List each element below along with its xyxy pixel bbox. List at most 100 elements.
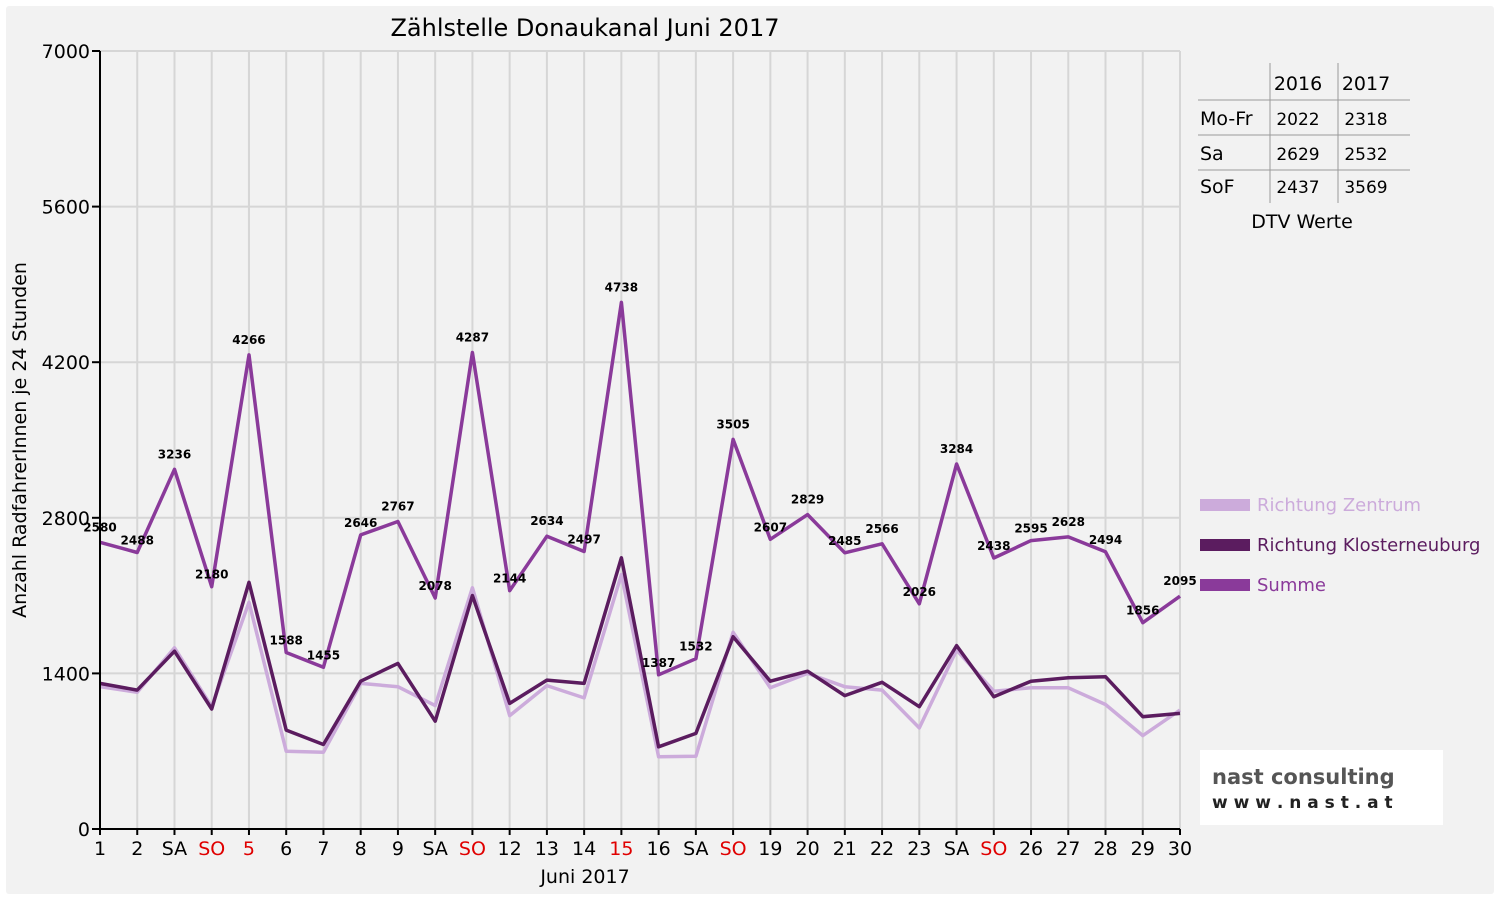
y-tick-label: 5600 xyxy=(42,197,90,219)
data-label: 2646 xyxy=(344,516,377,530)
data-label: 2026 xyxy=(903,585,936,599)
x-tick-label: SO xyxy=(720,838,747,860)
x-tick-label: 6 xyxy=(280,838,292,860)
data-label: 4287 xyxy=(456,331,489,345)
x-tick-label: 7 xyxy=(317,838,329,860)
y-tick-label: 4200 xyxy=(42,352,90,374)
series-line-summe xyxy=(99,300,1182,677)
x-tick-label: 15 xyxy=(609,838,633,860)
x-tick-label: 22 xyxy=(870,838,894,860)
legend-swatch-klosterneuburg xyxy=(1200,539,1250,551)
dtv-cell: 3569 xyxy=(1344,178,1387,198)
data-label: 1588 xyxy=(270,634,303,648)
dtv-row-label: Sa xyxy=(1200,143,1224,165)
logo-wordmark: nast consulting xyxy=(1212,765,1395,789)
x-tick-label: SA xyxy=(162,838,187,860)
x-tick-label: 23 xyxy=(907,838,931,860)
data-label: 2078 xyxy=(418,579,451,593)
dtv-header-2016: 2016 xyxy=(1274,73,1322,95)
x-tick-label: 16 xyxy=(647,838,671,860)
logo-box xyxy=(1200,750,1443,825)
legend-label-zentrum: Richtung Zentrum xyxy=(1257,495,1421,516)
dtv-cell: 2629 xyxy=(1276,145,1319,165)
data-label: 2494 xyxy=(1089,533,1122,547)
x-tick-label: 28 xyxy=(1093,838,1117,860)
data-labels: 2580248832362180426615881455264627672078… xyxy=(83,280,1196,669)
y-tick-label: 7000 xyxy=(42,41,90,63)
x-tick-label: 26 xyxy=(1019,838,1043,860)
legend-label-klosterneuburg: Richtung Klosterneuburg xyxy=(1257,535,1480,556)
x-tick-label: 20 xyxy=(795,838,819,860)
data-label: 3505 xyxy=(716,417,749,431)
nast-consulting-logo: nast consulting w w w . n a s t . a t xyxy=(1200,750,1443,825)
x-tick-label: 30 xyxy=(1168,838,1192,860)
dtv-cell: 2437 xyxy=(1276,178,1319,198)
x-tick-label: 2 xyxy=(131,838,143,860)
data-label: 3236 xyxy=(158,447,191,461)
x-axis-label: Juni 2017 xyxy=(539,866,629,888)
dtv-cell: 2318 xyxy=(1344,110,1387,130)
dtv-row-label: SoF xyxy=(1200,176,1235,198)
dtv-row-label: Mo-Fr xyxy=(1200,108,1253,130)
x-tick-label: 8 xyxy=(355,838,367,860)
dtv-caption: DTV Werte xyxy=(1251,211,1353,233)
x-tick-label: SA xyxy=(683,838,708,860)
data-label: 2180 xyxy=(195,568,228,582)
legend-swatch-summe xyxy=(1200,579,1250,591)
series-line-richtung-klosterneuburg xyxy=(99,556,1181,749)
data-label: 2595 xyxy=(1014,522,1047,536)
x-tick-label: 13 xyxy=(535,838,559,860)
dtv-header-2017: 2017 xyxy=(1342,73,1390,95)
data-label: 4738 xyxy=(605,280,638,294)
dtv-cell: 2022 xyxy=(1276,110,1319,130)
logo-url: w w w . n a s t . a t xyxy=(1212,793,1393,813)
legend: Richtung Zentrum Richtung Klosterneuburg… xyxy=(1200,495,1480,596)
x-tick-label: 27 xyxy=(1056,838,1080,860)
x-tick-label: SA xyxy=(944,838,969,860)
data-label: 2829 xyxy=(791,493,824,507)
y-tick-label: 1400 xyxy=(42,663,90,685)
x-tick-label: 29 xyxy=(1131,838,1155,860)
data-label: 2438 xyxy=(977,539,1010,553)
y-tick-label: 0 xyxy=(78,819,90,841)
x-tick-label: 5 xyxy=(243,838,255,860)
data-label: 1532 xyxy=(679,640,712,654)
data-label: 2566 xyxy=(865,522,898,536)
data-label: 2628 xyxy=(1052,515,1085,529)
data-label: 3284 xyxy=(940,442,973,456)
legend-label-summe: Summe xyxy=(1257,575,1326,596)
data-label: 2095 xyxy=(1163,574,1196,588)
data-label: 2144 xyxy=(493,572,526,586)
legend-swatch-zentrum xyxy=(1200,499,1250,511)
chart-frame xyxy=(6,6,1494,894)
data-label: 2485 xyxy=(828,534,861,548)
x-tick-label: 9 xyxy=(392,838,404,860)
chart-title: Zählstelle Donaukanal Juni 2017 xyxy=(390,14,779,42)
x-tick-label: 14 xyxy=(572,838,596,860)
data-label: 1455 xyxy=(307,648,340,662)
x-tick-label: SA xyxy=(422,838,447,860)
data-label: 2634 xyxy=(530,514,563,528)
dtv-table: 2016 2017 Mo-Fr 2022 2318 Sa 2629 2532 S… xyxy=(1198,63,1410,233)
data-label: 2607 xyxy=(754,520,787,534)
dtv-cell: 2532 xyxy=(1344,145,1387,165)
data-label: 1856 xyxy=(1126,604,1159,618)
x-tick-label: SO xyxy=(980,838,1007,860)
data-label: 2488 xyxy=(121,533,154,547)
x-tick-label: SO xyxy=(459,838,486,860)
y-tick-label: 2800 xyxy=(42,508,90,530)
y-axis-label: Anzahl RadfahrerInnen je 24 Stunden xyxy=(9,262,31,618)
x-tick-label: 1 xyxy=(94,838,106,860)
series-line-richtung-zentrum xyxy=(99,572,1181,759)
data-label: 2767 xyxy=(381,499,414,513)
data-label: 2497 xyxy=(567,532,600,546)
x-tick-label: SO xyxy=(198,838,225,860)
x-tick-label: 21 xyxy=(833,838,857,860)
grid xyxy=(99,50,1181,830)
x-tick-label: 19 xyxy=(758,838,782,860)
x-tick-label: 12 xyxy=(498,838,522,860)
data-label: 4266 xyxy=(232,333,265,347)
data-label: 1387 xyxy=(642,656,675,670)
